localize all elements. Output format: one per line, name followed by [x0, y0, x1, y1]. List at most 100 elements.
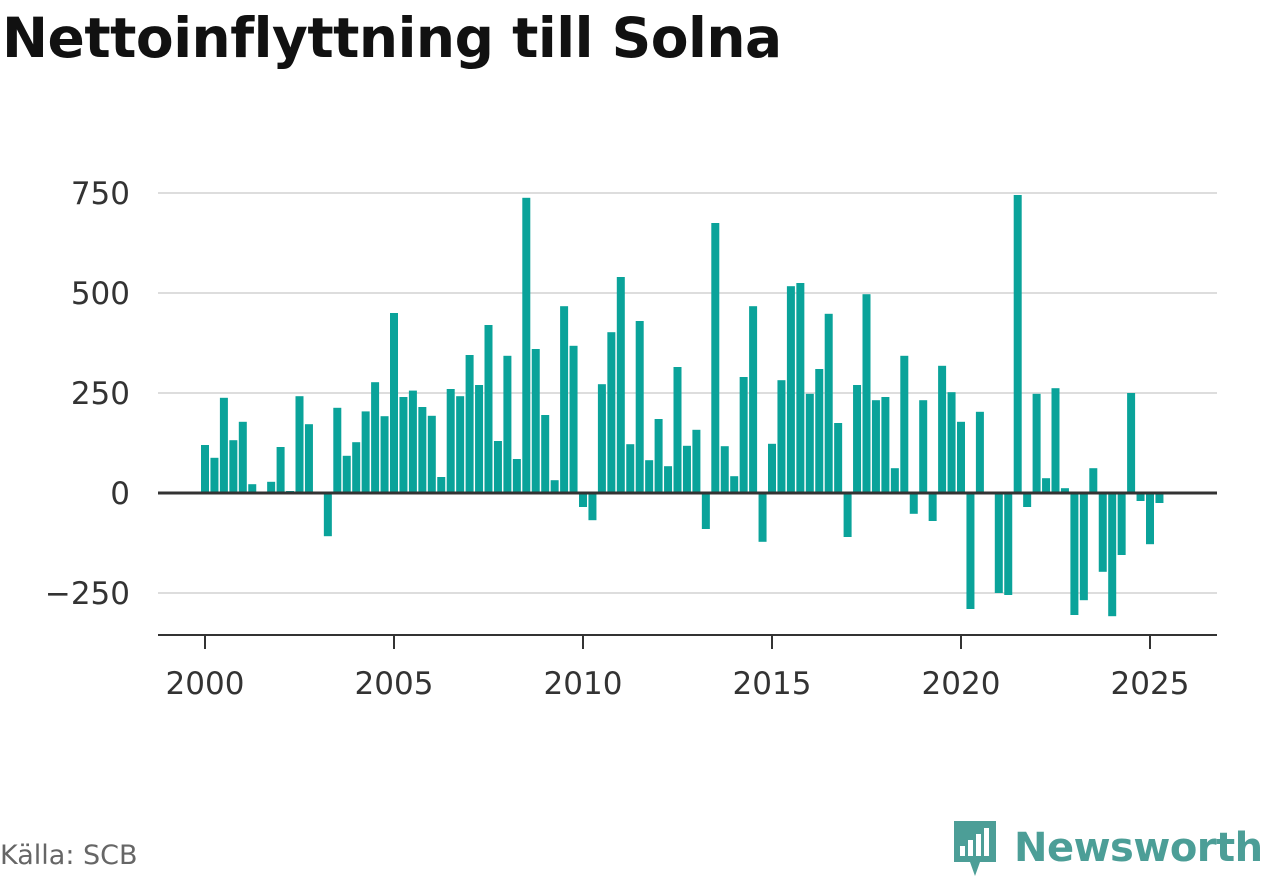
bar: [966, 493, 975, 609]
bar: [777, 380, 786, 493]
bar: [248, 484, 257, 493]
bar: [1127, 393, 1136, 493]
bar: [1117, 493, 1126, 555]
bar: [418, 407, 427, 493]
bar: [522, 197, 531, 494]
bar: [853, 385, 862, 493]
bar: [824, 313, 833, 493]
bar: [361, 411, 370, 493]
x-tick-label: 2025: [1111, 666, 1190, 702]
bar: [862, 294, 871, 493]
bar: [739, 377, 748, 493]
bar: [1004, 493, 1013, 595]
bar: [805, 393, 814, 493]
bar: [201, 445, 209, 493]
bar: [834, 423, 843, 493]
bar: [720, 446, 729, 493]
newsworthy-logo-icon: [954, 821, 996, 876]
brand-logo: Newsworthy: [950, 818, 1262, 878]
bar: [437, 477, 446, 493]
bar: [475, 385, 484, 493]
bar: [815, 369, 824, 493]
bar: [550, 480, 559, 493]
bar: [796, 283, 805, 493]
bar: [1051, 388, 1060, 493]
bar: [1136, 493, 1145, 501]
bar: [607, 332, 616, 493]
bar: [588, 493, 597, 521]
bar: [843, 493, 852, 537]
bars: [201, 195, 1164, 617]
bar: [730, 476, 739, 493]
bar: [635, 321, 644, 493]
bar: [1089, 468, 1098, 493]
bar: [682, 445, 691, 493]
bar: [909, 493, 918, 514]
bar: [569, 345, 578, 493]
bar: [342, 455, 351, 493]
bar: [1013, 195, 1022, 493]
bar: [900, 355, 909, 493]
x-tick-label: 2010: [544, 666, 623, 702]
bar: [597, 384, 606, 493]
source-note: Källa: SCB: [0, 840, 138, 871]
bar: [919, 400, 928, 493]
y-tick-label: −250: [45, 576, 130, 612]
bar: [238, 421, 247, 493]
bar: [399, 397, 408, 493]
bar: [267, 481, 276, 493]
bar: [276, 447, 285, 493]
bar: [1146, 493, 1154, 545]
bar: [484, 325, 493, 493]
brand-name: Newsworthy: [1014, 825, 1262, 871]
y-tick-label: 750: [71, 176, 130, 212]
bar: [1155, 493, 1164, 503]
bar: [210, 457, 219, 493]
bar: [616, 277, 625, 493]
bar: [1108, 493, 1117, 617]
y-tick-label: 0: [110, 476, 130, 512]
bar: [1060, 488, 1069, 493]
bar: [947, 392, 956, 493]
y-tick-label: 500: [71, 276, 130, 312]
bar: [456, 396, 465, 493]
bar: [1070, 493, 1079, 615]
bar: [512, 459, 521, 493]
bar: [371, 382, 380, 493]
bar: [645, 460, 654, 493]
bar: [503, 355, 512, 493]
x-tick-label: 2020: [922, 666, 1001, 702]
bar: [938, 365, 947, 493]
bar: [380, 416, 389, 493]
gridlines: [158, 192, 1217, 594]
bar: [673, 367, 682, 493]
bar: [928, 493, 937, 521]
bar: [890, 468, 899, 493]
bar: [560, 306, 569, 493]
x-tick-label: 2000: [166, 666, 245, 702]
bar: [1023, 493, 1032, 507]
bar: [1032, 393, 1041, 493]
bar: [427, 415, 436, 493]
bar: [333, 407, 342, 493]
bar: [493, 441, 502, 493]
bar: [768, 443, 776, 493]
y-tick-label: 250: [71, 376, 130, 412]
x-tick-label: 2015: [733, 666, 812, 702]
bar: [219, 397, 228, 493]
bar: [957, 421, 965, 493]
bar: [664, 466, 673, 493]
bar: [701, 493, 710, 529]
bar: [295, 396, 304, 493]
bar: [531, 349, 540, 493]
bar: [786, 286, 795, 493]
bar: [465, 355, 474, 493]
bar: [323, 493, 332, 537]
bar: [654, 419, 663, 493]
bar: [579, 493, 587, 507]
bar: [304, 424, 313, 493]
bar: [975, 411, 984, 493]
bar: [626, 444, 635, 493]
bar: [390, 313, 398, 493]
